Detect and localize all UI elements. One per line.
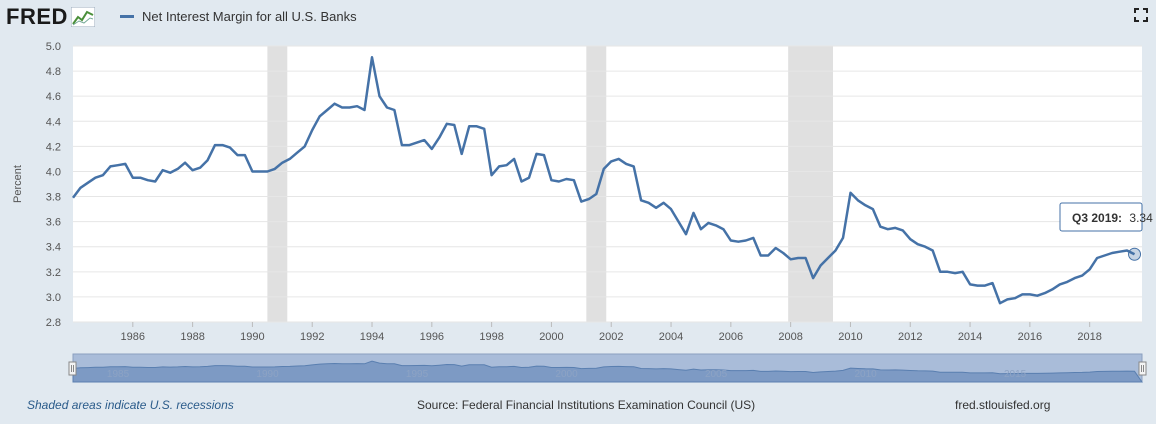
navigator-handle-left[interactable] xyxy=(68,361,77,376)
navigator-handle-right[interactable] xyxy=(1138,361,1147,376)
range-navigator[interactable]: 1985 1990 1995 2000 2005 2010 2015 xyxy=(68,353,1147,383)
x-tick-label: 2010 xyxy=(838,331,862,343)
y-axis: 2.8 3.0 3.2 3.4 3.6 3.8 4.0 4.2 4.4 4.6 4.8 5.0 xyxy=(46,41,61,329)
y-tick-label: 3.8 xyxy=(46,192,61,204)
fred-graph-icon xyxy=(70,7,95,27)
y-tick-label: 4.8 xyxy=(46,66,61,78)
y-tick-label: 4.6 xyxy=(46,91,61,103)
y-tick-label: 3.0 xyxy=(46,292,61,304)
y-tick-label: 5.0 xyxy=(46,41,61,53)
tooltip-value: 3.34 xyxy=(1129,211,1153,225)
x-tick-label: 1998 xyxy=(479,331,503,343)
x-tick-label: 2004 xyxy=(659,331,683,343)
legend[interactable]: Net Interest Margin for all U.S. Banks xyxy=(120,9,357,24)
recession-band xyxy=(267,46,288,322)
navigator-label: 2000 xyxy=(555,369,578,380)
gridlines xyxy=(73,45,1142,323)
legend-swatch xyxy=(120,15,134,18)
fred-logo[interactable]: FRED xyxy=(6,4,95,30)
navigator-labels: 1985 1990 1995 2000 2005 2010 2015 xyxy=(107,369,1027,380)
fullscreen-icon[interactable] xyxy=(1134,8,1148,27)
recession-band xyxy=(586,46,607,322)
navigator-label: 2015 xyxy=(1004,369,1027,380)
chart-header: FRED Net Interest Margin for all U.S. Ba… xyxy=(0,0,1156,36)
y-tick-label: 4.2 xyxy=(46,141,61,153)
y-tick-label: 3.6 xyxy=(46,217,61,229)
x-tick-label: 1990 xyxy=(240,331,264,343)
y-tick-label: 3.2 xyxy=(46,267,61,279)
tooltip-label: Q3 2019: xyxy=(1072,211,1122,225)
navigator-label: 2010 xyxy=(854,369,877,380)
x-tick-label: 2002 xyxy=(599,331,623,343)
y-axis-label: Percent xyxy=(12,165,24,203)
legend-label: Net Interest Margin for all U.S. Banks xyxy=(142,9,357,24)
navigator-label: 1990 xyxy=(256,369,279,380)
x-tick-label: 1986 xyxy=(121,331,145,343)
navigator-series xyxy=(72,360,1143,383)
y-tick-label: 4.0 xyxy=(46,166,61,178)
x-tick-label: 2006 xyxy=(719,331,743,343)
navigator-label: 2005 xyxy=(705,369,728,380)
recession-shading xyxy=(267,46,834,322)
fred-wordmark: FRED xyxy=(6,4,68,29)
x-tick-label: 1992 xyxy=(300,331,324,343)
source-note: Source: Federal Financial Institutions E… xyxy=(417,398,756,412)
x-tick-label: 1996 xyxy=(420,331,444,343)
x-tick-label: 2018 xyxy=(1077,331,1101,343)
svg-text:Q3 2019: 3.34: Q3 2019: 3.34 xyxy=(1072,211,1153,225)
source-url[interactable]: fred.stlouisfed.org xyxy=(955,398,1051,412)
tooltip: Q3 2019: 3.34 xyxy=(1059,202,1153,232)
recession-note[interactable]: Shaded areas indicate U.S. recessions xyxy=(27,398,234,412)
x-tick-label: 2012 xyxy=(898,331,922,343)
navigator-label: 1995 xyxy=(406,369,429,380)
x-axis: 1986 1988 1990 1992 1994 1996 1998 2000 2002 2004… xyxy=(121,322,1102,343)
x-tick-label: 2014 xyxy=(958,331,982,343)
y-tick-label: 2.8 xyxy=(46,317,61,329)
plot-area xyxy=(73,46,1142,322)
x-tick-label: 1994 xyxy=(360,331,384,343)
recession-band xyxy=(788,46,834,322)
x-tick-label: 1988 xyxy=(180,331,204,343)
hover-point[interactable] xyxy=(1128,247,1142,261)
x-tick-label: 2008 xyxy=(778,331,802,343)
y-tick-label: 4.4 xyxy=(46,116,61,128)
line-chart: 2.8 3.0 3.2 3.4 3.6 3.8 4.0 4.2 4.4 4.6 4.8 5.0 198… xyxy=(12,41,1153,383)
x-tick-label: 2016 xyxy=(1018,331,1042,343)
y-tick-label: 3.4 xyxy=(46,242,61,254)
navigator-label: 1985 xyxy=(107,369,130,380)
x-tick-label: 2000 xyxy=(539,331,563,343)
series-line xyxy=(72,56,1136,305)
